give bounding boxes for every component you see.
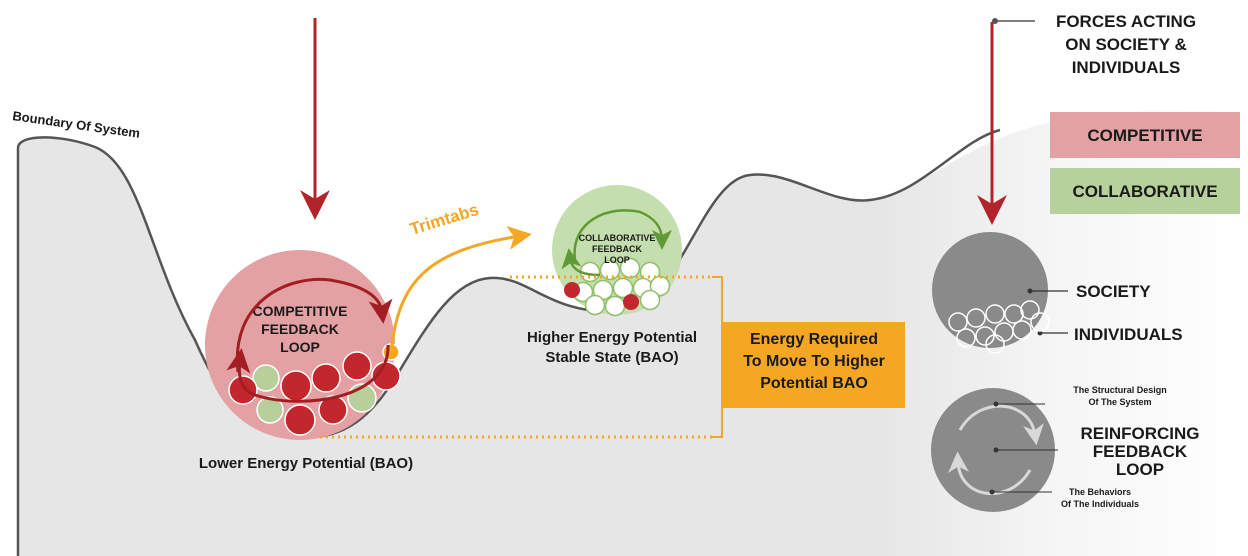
collaborative-loop-line: FEEDBACK [592, 244, 643, 254]
reinforcing-line: FEEDBACK [1093, 442, 1188, 461]
reinforcing-line: LOOP [1116, 460, 1164, 479]
reinforcing-line: REINFORCING [1081, 424, 1200, 443]
collaborator-ball [641, 291, 660, 310]
competitor-ball [312, 364, 340, 392]
competitive-loop-line: FEEDBACK [261, 321, 339, 337]
competitor-ball [281, 371, 311, 401]
structural-line: Of The System [1088, 397, 1151, 407]
lower-state-label: Lower Energy Potential (BAO) [199, 455, 413, 472]
competitive-loop-line: COMPETITIVE [253, 303, 348, 319]
diagram: Boundary Of System COMPETITIVE FEEDBACK … [0, 0, 1248, 556]
page: Boundary Of System COMPETITIVE FEEDBACK … [0, 0, 1248, 556]
energy-line: To Move To Higher [743, 353, 885, 370]
competitive-loop-line: LOOP [280, 339, 320, 355]
behaviors-line: Of The Individuals [1061, 499, 1139, 509]
forces-line: INDIVIDUALS [1072, 58, 1181, 77]
competitor-ball [285, 405, 315, 435]
boundary-label: Boundary Of System [12, 108, 141, 141]
competitor-ball [229, 376, 257, 404]
individuals-label: INDIVIDUALS [1074, 325, 1183, 344]
energy-line: Potential BAO [760, 375, 868, 392]
competitor-ball [343, 352, 371, 380]
higher-state-line: Stable State (BAO) [545, 349, 678, 366]
higher-state-line: Higher Energy Potential [527, 329, 697, 346]
energy-line: Energy Required [750, 331, 878, 348]
collaborator-ball [606, 297, 625, 316]
collaborative-loop-line: LOOP [604, 255, 630, 265]
society-label: SOCIETY [1076, 282, 1151, 301]
trimtabs-label: Trimtabs [408, 200, 481, 239]
competitor-ball [623, 294, 639, 310]
legend-label: COLLABORATIVE [1072, 182, 1217, 201]
competitor-ball [564, 282, 580, 298]
forces-line: FORCES ACTING [1056, 12, 1196, 31]
society-key-part [1028, 289, 1033, 294]
behaviors-line: The Behaviors [1069, 487, 1131, 497]
forces-line: ON SOCIETY & [1065, 35, 1187, 54]
collaborator-ball [586, 296, 605, 315]
collaborative-loop-line: COLLABORATIVE [579, 233, 656, 243]
structural-line: The Structural Design [1073, 385, 1167, 395]
legend-label: COMPETITIVE [1087, 126, 1202, 145]
